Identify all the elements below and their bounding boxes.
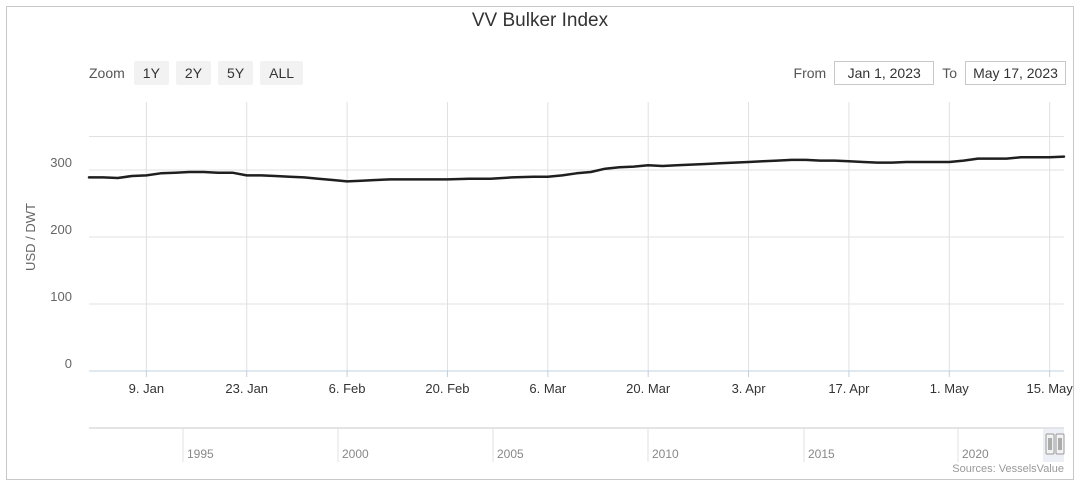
- chart-container: [6, 6, 1074, 480]
- x-tick-label: 20. Mar: [626, 381, 671, 396]
- navigator-handle[interactable]: [1045, 433, 1065, 455]
- y-tick-label: 100: [50, 289, 72, 304]
- y-axis-ticks: 0 100 200 300: [50, 155, 72, 371]
- range-from-label: From: [793, 65, 827, 81]
- range-from-input[interactable]: [834, 61, 935, 85]
- range-to-label: To: [942, 65, 957, 81]
- credits-text: Sources: VesselsValue: [952, 463, 1064, 475]
- y-axis-title: USD / DWT: [23, 203, 38, 271]
- zoom-controls: Zoom 1Y 2Y 5Y ALL: [89, 61, 304, 85]
- navigator-left-handle[interactable]: [1045, 433, 1055, 455]
- y-tick-label: 300: [50, 155, 72, 170]
- navigator-year-label: 2020: [962, 447, 989, 461]
- chart-title: VV Bulker Index: [471, 10, 609, 31]
- x-axis-ticks: 9. Jan 23. Jan 6. Feb 20. Feb 6. Mar 20. Mar 3…: [129, 381, 1074, 396]
- x-tick-label: 3. Apr: [732, 381, 767, 396]
- zoom-2y-button[interactable]: 2Y: [175, 61, 212, 85]
- navigator: 1995 2000 2005 2010 2015 2020: [89, 427, 1065, 462]
- navigator-year-label: 2000: [342, 447, 369, 461]
- series-line-vv-bulker-index: [87, 155, 1066, 183]
- navigator-year-label: 1995: [187, 447, 214, 461]
- navigator-year-label: 2010: [652, 447, 679, 461]
- x-tick-label: 17. Apr: [828, 381, 870, 396]
- x-tick-label: 20. Feb: [425, 381, 469, 396]
- y-gridlines: [89, 136, 1064, 305]
- zoom-label: Zoom: [89, 65, 125, 81]
- x-tick-label: 6. Feb: [329, 381, 366, 396]
- navigator-year-label: 2005: [497, 447, 524, 461]
- x-tick-label: 9. Jan: [129, 381, 164, 396]
- date-range-selector: From To: [794, 61, 1066, 85]
- x-tick-label: 23. Jan: [225, 381, 268, 396]
- zoom-5y-button[interactable]: 5Y: [218, 61, 254, 85]
- x-tick-label: 1. May: [930, 381, 970, 396]
- navigator-year-label: 2015: [808, 447, 835, 461]
- zoom-1y-button[interactable]: 1Y: [133, 61, 169, 85]
- navigator-right-handle[interactable]: [1055, 433, 1065, 455]
- x-gridlines: [145, 102, 1051, 377]
- range-to-input[interactable]: [965, 61, 1066, 85]
- y-tick-label: 0: [65, 356, 72, 371]
- zoom-all-button[interactable]: ALL: [260, 61, 304, 85]
- x-tick-label: 15. May: [1027, 381, 1074, 396]
- x-tick-label: 6. Mar: [529, 381, 567, 396]
- y-tick-label: 200: [50, 222, 72, 237]
- navigator-year-ticks: 1995 2000 2005 2010 2015 2020: [182, 428, 989, 462]
